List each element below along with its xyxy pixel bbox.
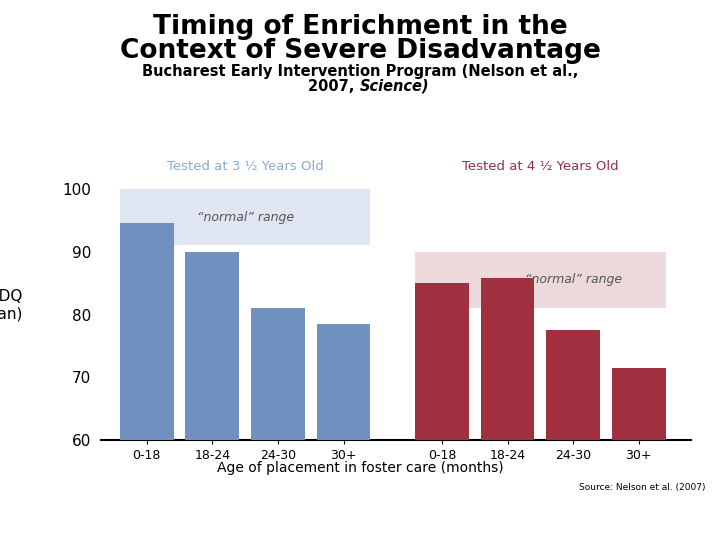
Bar bbox=[317, 324, 370, 440]
Bar bbox=[415, 283, 469, 440]
Text: Age of placement in foster care (months): Age of placement in foster care (months) bbox=[217, 461, 503, 475]
Bar bbox=[251, 308, 305, 440]
Bar bbox=[481, 278, 534, 440]
Bar bbox=[120, 224, 174, 440]
Text: Source: Nelson et al. (2007): Source: Nelson et al. (2007) bbox=[579, 483, 706, 492]
Text: NATIONAL FORUM ON EARLY CHILDHOOD POLICY AND PROGRAMS: NATIONAL FORUM ON EARLY CHILDHOOD POLICY… bbox=[141, 516, 579, 529]
Text: Timing of Enrichment in the: Timing of Enrichment in the bbox=[153, 14, 567, 39]
Bar bbox=[612, 368, 665, 440]
Text: Science): Science) bbox=[360, 79, 430, 94]
Text: 2007,: 2007, bbox=[308, 79, 360, 94]
Text: “normal” range: “normal” range bbox=[525, 273, 621, 287]
Y-axis label: IQ/DQ
(Mean): IQ/DQ (Mean) bbox=[0, 289, 23, 321]
Text: Bucharest Early Intervention Program (Nelson et al.,: Bucharest Early Intervention Program (Ne… bbox=[142, 64, 578, 79]
Bar bbox=[186, 252, 239, 440]
Text: Tested at 3 ½ Years Old: Tested at 3 ½ Years Old bbox=[167, 160, 323, 173]
Bar bbox=[546, 330, 600, 440]
Text: Tested at 4 ½ Years Old: Tested at 4 ½ Years Old bbox=[462, 160, 618, 173]
Text: Context of Severe Disadvantage: Context of Severe Disadvantage bbox=[120, 38, 600, 64]
Text: “normal” range: “normal” range bbox=[197, 211, 294, 224]
